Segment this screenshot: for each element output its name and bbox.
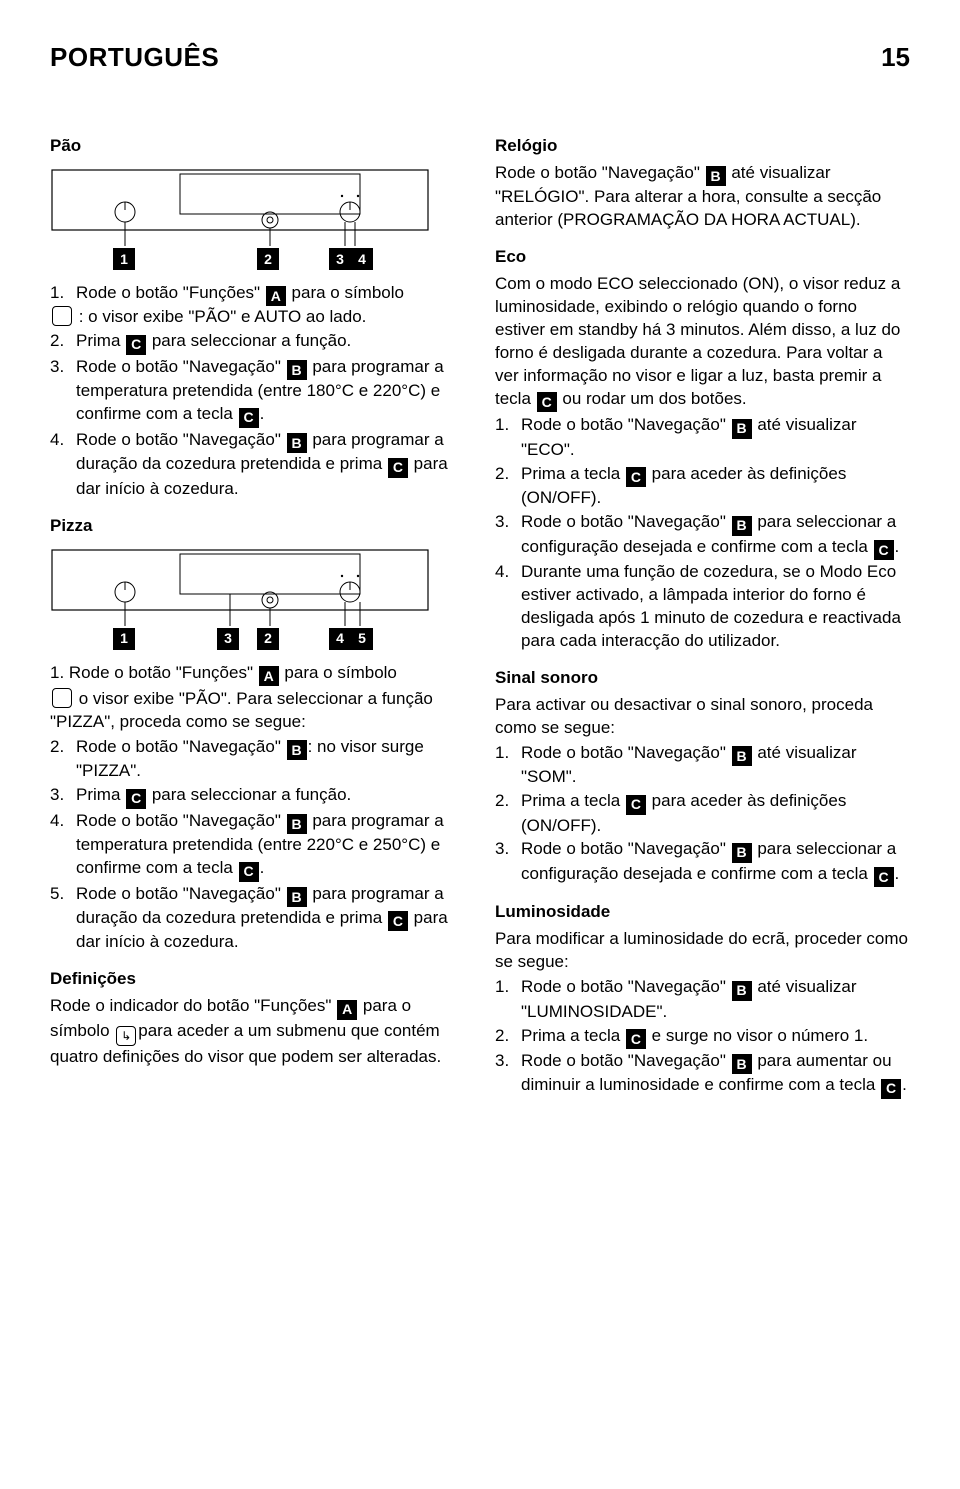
pizza-step-4: Rode o botão "Navegação" B para programa… [50, 810, 465, 882]
letter-c-icon: C [388, 458, 408, 478]
heading-luminosidade: Luminosidade [495, 901, 910, 924]
marker-pizza-1: 1 [113, 628, 135, 650]
eco-step-1: Rode o botão "Navegação" B até visualiza… [495, 414, 910, 461]
relogio-text: Rode o botão "Navegação" B até visualiza… [495, 162, 910, 232]
letter-b-icon: B [732, 516, 752, 536]
letter-b-icon: B [287, 814, 307, 834]
lum-step-3: Rode o botão "Navegação" B para aumentar… [495, 1050, 910, 1099]
pao-step-3: Rode o botão "Navegação" B para programa… [50, 356, 465, 428]
letter-c-icon: C [239, 862, 259, 882]
marker-pizza-4: 4 [329, 628, 351, 650]
letter-c-icon: C [388, 911, 408, 931]
pizza-step-1-line2: o visor exibe "PÃO". Para seleccionar a … [50, 688, 465, 734]
pizza-step-2: Rode o botão "Navegação" B: no visor sur… [50, 736, 465, 783]
marker-pao-4: 4 [351, 248, 373, 270]
bread-symbol-icon [52, 306, 72, 326]
marker-pizza-5: 5 [351, 628, 373, 650]
right-column: Relógio Rode o botão "Navegação" B até v… [495, 135, 910, 1100]
letter-c-icon: C [881, 1079, 901, 1099]
letter-b-icon: B [287, 740, 307, 760]
sinal-step-1: Rode o botão "Navegação" B até visualiza… [495, 742, 910, 789]
definicoes-text: Rode o indicador do botão "Funções" A pa… [50, 995, 465, 1068]
lum-step-2: Prima a tecla C e surge no visor o númer… [495, 1025, 910, 1049]
eco-step-4: Durante uma função de cozedura, se o Mod… [495, 561, 910, 653]
settings-symbol-icon: ↳ [116, 1026, 136, 1046]
marker-pao-2: 2 [257, 248, 279, 270]
lum-step-1: Rode o botão "Navegação" B até visualiza… [495, 976, 910, 1023]
letter-b-icon: B [732, 746, 752, 766]
letter-c-icon: C [874, 540, 894, 560]
sinal-step-3: Rode o botão "Navegação" B para seleccio… [495, 838, 910, 887]
sinal-intro: Para activar ou desactivar o sinal sonor… [495, 694, 910, 740]
letter-b-icon: B [287, 360, 307, 380]
letter-c-icon: C [874, 867, 894, 887]
letter-b-icon: B [732, 981, 752, 1001]
pao-step-2: Prima C para seleccionar a função. [50, 330, 465, 354]
letter-b-icon: B [732, 843, 752, 863]
letter-c-icon: C [126, 335, 146, 355]
eco-step-3: Rode o botão "Navegação" B para seleccio… [495, 511, 910, 560]
marker-pizza-2: 2 [257, 628, 279, 650]
lum-intro: Para modificar a luminosidade do ecrã, p… [495, 928, 910, 974]
page-title: PORTUGUÊS [50, 40, 219, 75]
letter-c-icon: C [626, 795, 646, 815]
diagram-pizza: 1 3 2 4 5 [50, 548, 465, 650]
heading-relogio: Relógio [495, 135, 910, 158]
letter-c-icon: C [626, 1029, 646, 1049]
eco-step-2: Prima a tecla C para aceder às definiçõe… [495, 463, 910, 510]
marker-pao-3: 3 [329, 248, 351, 270]
heading-pizza: Pizza [50, 515, 465, 538]
page-number: 15 [881, 40, 910, 75]
pao-step-4: Rode o botão "Navegação" B para programa… [50, 429, 465, 501]
pizza-step-5: Rode o botão "Navegação" B para programa… [50, 883, 465, 955]
heading-sinal: Sinal sonoro [495, 667, 910, 690]
letter-b-icon: B [732, 419, 752, 439]
letter-c-icon: C [537, 392, 557, 412]
eco-steps: Rode o botão "Navegação" B até visualiza… [495, 414, 910, 652]
content-columns: Pão [50, 135, 910, 1100]
bread-symbol-icon [52, 688, 72, 708]
marker-pizza-3: 3 [217, 628, 239, 650]
letter-a-icon: A [337, 1000, 357, 1020]
pizza-step-3: Prima C para seleccionar a função. [50, 784, 465, 808]
heading-pao: Pão [50, 135, 465, 158]
pizza-steps: Rode o botão "Navegação" B: no visor sur… [50, 736, 465, 955]
pao-step-1: Rode o botão "Funções" A para o símbolo … [50, 282, 465, 329]
letter-c-icon: C [626, 467, 646, 487]
letter-a-icon: A [259, 666, 279, 686]
left-column: Pão [50, 135, 465, 1100]
letter-a-icon: A [266, 286, 286, 306]
sinal-step-2: Prima a tecla C para aceder às definiçõe… [495, 790, 910, 837]
letter-b-icon: B [706, 166, 726, 186]
eco-intro: Com o modo ECO seleccionado (ON), o viso… [495, 273, 910, 412]
pizza-step-1-line1: 1. Rode o botão "Funções" A para o símbo… [50, 662, 465, 686]
letter-c-icon: C [126, 789, 146, 809]
letter-b-icon: B [287, 887, 307, 907]
letter-b-icon: B [732, 1054, 752, 1074]
letter-c-icon: C [239, 408, 259, 428]
diagram-pao: 1 2 3 4 [50, 168, 465, 270]
lum-steps: Rode o botão "Navegação" B até visualiza… [495, 976, 910, 1099]
heading-eco: Eco [495, 246, 910, 269]
letter-b-icon: B [287, 433, 307, 453]
pao-steps: Rode o botão "Funções" A para o símbolo … [50, 282, 465, 501]
heading-definicoes: Definições [50, 968, 465, 991]
marker-pao-1: 1 [113, 248, 135, 270]
sinal-steps: Rode o botão "Navegação" B até visualiza… [495, 742, 910, 888]
page-header: PORTUGUÊS 15 [50, 40, 910, 75]
